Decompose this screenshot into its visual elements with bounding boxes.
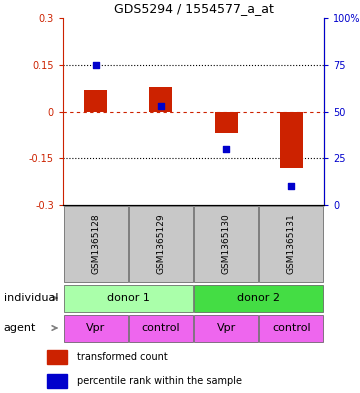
FancyBboxPatch shape xyxy=(194,206,258,282)
Bar xyxy=(47,350,67,364)
FancyBboxPatch shape xyxy=(194,314,258,342)
Text: individual: individual xyxy=(4,293,58,303)
Text: control: control xyxy=(141,323,180,333)
Bar xyxy=(280,112,303,167)
Bar xyxy=(149,86,172,112)
FancyBboxPatch shape xyxy=(64,285,193,312)
Text: Vpr: Vpr xyxy=(86,323,105,333)
Text: GSM1365129: GSM1365129 xyxy=(156,214,165,274)
Text: percentile rank within the sample: percentile rank within the sample xyxy=(77,376,242,386)
Text: donor 1: donor 1 xyxy=(107,293,150,303)
Point xyxy=(158,103,164,109)
Text: agent: agent xyxy=(4,323,36,333)
Point xyxy=(223,146,229,152)
FancyBboxPatch shape xyxy=(260,206,323,282)
FancyBboxPatch shape xyxy=(129,206,193,282)
Text: transformed count: transformed count xyxy=(77,352,168,362)
FancyBboxPatch shape xyxy=(129,314,193,342)
Text: Vpr: Vpr xyxy=(216,323,236,333)
Text: GSM1365131: GSM1365131 xyxy=(287,214,296,274)
FancyBboxPatch shape xyxy=(260,314,323,342)
Text: donor 2: donor 2 xyxy=(237,293,280,303)
FancyBboxPatch shape xyxy=(64,314,127,342)
Bar xyxy=(215,112,238,133)
Point xyxy=(93,62,99,68)
Point xyxy=(288,183,294,189)
Bar xyxy=(47,374,67,388)
Title: GDS5294 / 1554577_a_at: GDS5294 / 1554577_a_at xyxy=(113,2,274,15)
FancyBboxPatch shape xyxy=(194,285,323,312)
Text: GSM1365128: GSM1365128 xyxy=(91,214,100,274)
Text: control: control xyxy=(272,323,311,333)
FancyBboxPatch shape xyxy=(64,206,127,282)
Text: GSM1365130: GSM1365130 xyxy=(222,214,231,274)
Bar xyxy=(84,90,107,112)
